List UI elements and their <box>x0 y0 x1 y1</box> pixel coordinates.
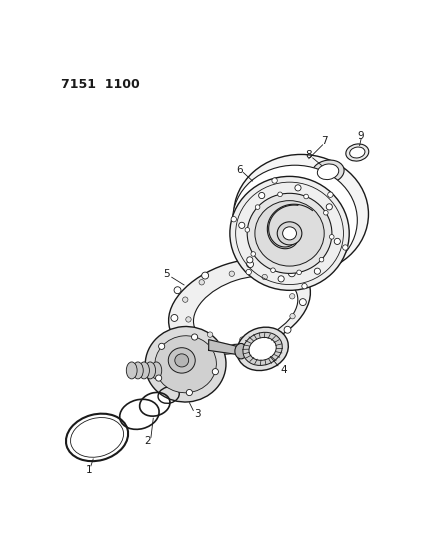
Circle shape <box>271 330 276 335</box>
Ellipse shape <box>155 336 216 393</box>
Circle shape <box>247 257 253 263</box>
Circle shape <box>171 314 178 321</box>
Circle shape <box>288 270 295 277</box>
Ellipse shape <box>169 259 311 354</box>
Circle shape <box>326 204 332 210</box>
Circle shape <box>251 252 256 256</box>
Ellipse shape <box>235 343 247 359</box>
Circle shape <box>259 192 265 199</box>
Ellipse shape <box>283 227 296 240</box>
Ellipse shape <box>247 193 332 273</box>
Ellipse shape <box>237 327 288 370</box>
Circle shape <box>191 334 198 340</box>
Ellipse shape <box>230 176 349 290</box>
Circle shape <box>278 276 284 282</box>
Circle shape <box>237 345 245 352</box>
Text: 9: 9 <box>358 131 365 141</box>
Ellipse shape <box>255 200 324 266</box>
Circle shape <box>319 257 324 262</box>
Ellipse shape <box>346 144 369 161</box>
Circle shape <box>174 287 181 294</box>
Ellipse shape <box>233 165 357 276</box>
Circle shape <box>302 284 307 289</box>
Circle shape <box>229 271 235 277</box>
Ellipse shape <box>168 348 195 373</box>
Circle shape <box>231 216 236 222</box>
Circle shape <box>284 326 291 333</box>
Ellipse shape <box>277 222 302 245</box>
Ellipse shape <box>317 164 339 180</box>
Text: 7: 7 <box>321 136 327 146</box>
Circle shape <box>245 228 250 232</box>
Circle shape <box>208 332 213 337</box>
Text: 8: 8 <box>305 150 312 160</box>
Ellipse shape <box>350 147 365 158</box>
Circle shape <box>295 185 301 191</box>
Text: 4: 4 <box>281 366 287 375</box>
Circle shape <box>271 268 275 272</box>
Ellipse shape <box>139 362 149 379</box>
Ellipse shape <box>243 332 282 366</box>
Text: 3: 3 <box>194 409 200 419</box>
Circle shape <box>290 313 295 319</box>
Ellipse shape <box>175 354 189 367</box>
Circle shape <box>156 375 162 381</box>
Circle shape <box>329 235 334 239</box>
Circle shape <box>328 192 333 197</box>
Circle shape <box>247 261 254 268</box>
Ellipse shape <box>193 276 298 345</box>
Circle shape <box>197 344 204 351</box>
Ellipse shape <box>145 362 156 379</box>
Ellipse shape <box>133 362 143 379</box>
Circle shape <box>299 298 306 305</box>
Text: 1: 1 <box>86 465 93 475</box>
Text: 5: 5 <box>163 269 169 279</box>
Circle shape <box>240 337 245 342</box>
Circle shape <box>199 280 204 285</box>
Circle shape <box>343 245 348 250</box>
Text: 6: 6 <box>236 165 243 175</box>
Circle shape <box>183 297 188 302</box>
Circle shape <box>186 317 191 322</box>
Circle shape <box>297 270 302 274</box>
Polygon shape <box>208 340 241 355</box>
Circle shape <box>272 178 277 183</box>
Circle shape <box>304 194 308 199</box>
Ellipse shape <box>312 160 344 183</box>
Ellipse shape <box>249 337 276 360</box>
Ellipse shape <box>126 362 137 379</box>
Circle shape <box>212 368 218 375</box>
Circle shape <box>334 238 340 245</box>
Ellipse shape <box>145 327 226 402</box>
Circle shape <box>255 205 260 209</box>
Circle shape <box>314 268 320 274</box>
Circle shape <box>159 343 165 350</box>
Circle shape <box>278 192 282 197</box>
Text: 2: 2 <box>144 436 151 446</box>
Circle shape <box>323 211 328 215</box>
Circle shape <box>186 390 193 395</box>
Circle shape <box>246 269 251 274</box>
Ellipse shape <box>234 155 369 274</box>
Text: 7151  1100: 7151 1100 <box>61 78 139 91</box>
Circle shape <box>290 294 295 299</box>
Circle shape <box>202 272 208 279</box>
Circle shape <box>239 222 245 229</box>
Ellipse shape <box>151 362 162 379</box>
Circle shape <box>262 274 267 280</box>
